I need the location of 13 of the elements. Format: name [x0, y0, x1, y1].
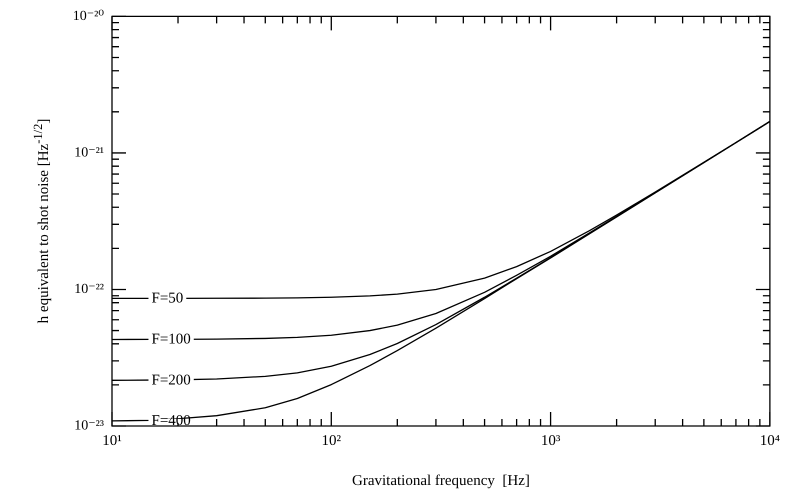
x-tick-label: 10¹ — [102, 432, 122, 449]
x-tick-label: 10² — [322, 432, 342, 449]
y-tick-label: 10⁻²¹ — [74, 146, 104, 161]
x-tick-label: 10³ — [540, 432, 561, 449]
series-label: F=50 — [151, 290, 184, 306]
x-axis-title: Gravitational frequency [Hz] — [352, 472, 530, 489]
y-tick-label: 10⁻²³ — [74, 418, 104, 434]
series-label: F=200 — [151, 372, 191, 388]
y-tick-label: 10⁻²⁰ — [72, 9, 104, 24]
series-label: F=100 — [151, 331, 191, 348]
x-tick-label: 10⁴ — [760, 432, 780, 449]
y-tick-label: 10⁻²² — [74, 282, 104, 298]
series-label: F=400 — [151, 412, 191, 429]
